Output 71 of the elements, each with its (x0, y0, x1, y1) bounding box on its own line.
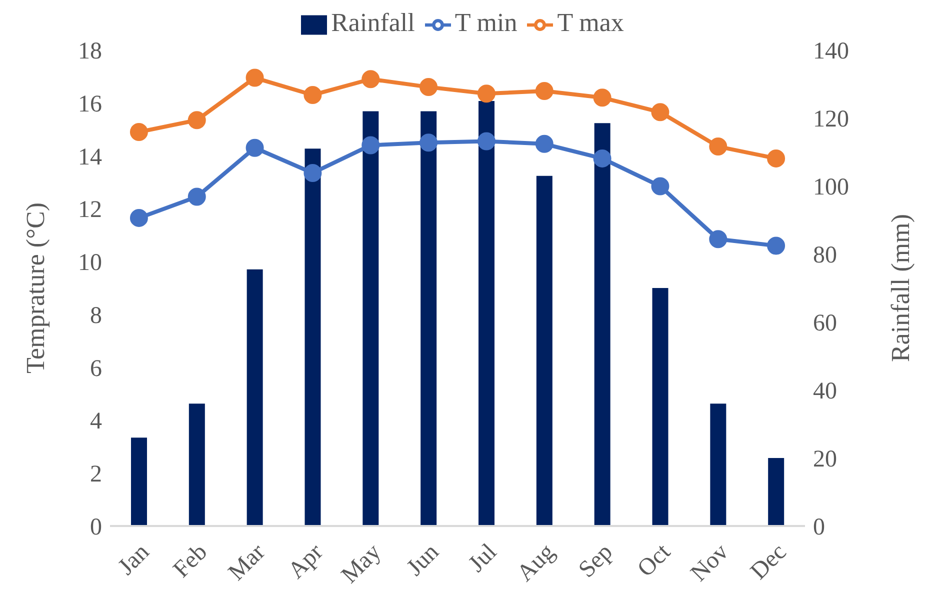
x-tick-label: Jun (402, 539, 444, 582)
legend-label: T max (557, 8, 624, 37)
y2-tick-label: 60 (813, 310, 837, 337)
x-tick-label: May (336, 539, 386, 589)
y-tick-label: 4 (90, 408, 102, 435)
y2-tick-label: 100 (813, 174, 849, 201)
y2-tick-label: 140 (813, 38, 849, 65)
point (535, 82, 554, 100)
y2-tick-label: 20 (813, 446, 837, 473)
bar (420, 111, 437, 526)
x-tick-label: Sep (574, 539, 618, 584)
bar (246, 269, 263, 526)
y-tick-label: 10 (78, 250, 102, 276)
point (420, 134, 438, 152)
bar (536, 176, 552, 526)
point (304, 86, 322, 104)
x-tick-label: Apr (283, 539, 328, 584)
bar (478, 101, 494, 526)
x-tick-label: Jan (114, 539, 155, 580)
point (767, 236, 786, 255)
x-tick-label: Feb (168, 539, 212, 584)
point (593, 88, 612, 107)
legend-label: Rainfall (331, 8, 415, 37)
x-tick-label: Oct (632, 538, 676, 582)
point (593, 149, 612, 168)
y2-tick-label: 40 (813, 378, 837, 405)
y2-tick-label: 80 (813, 242, 837, 269)
bar (188, 404, 205, 526)
y-tick-label: 12 (78, 197, 102, 224)
bar (710, 404, 726, 526)
point (709, 230, 728, 248)
x-tick-label: Mar (224, 539, 270, 586)
y2-tick-label: 120 (813, 106, 849, 133)
y-tick-label: 8 (90, 302, 102, 329)
y-tick-label: 6 (90, 356, 102, 382)
point (709, 138, 728, 156)
bar (652, 288, 668, 526)
x-tick-label: Nov (686, 539, 734, 587)
y-tick-label: 0 (90, 514, 102, 541)
point (767, 149, 786, 168)
point (535, 134, 554, 153)
legend-label: T min (454, 8, 518, 37)
point (362, 136, 380, 154)
bar (304, 148, 321, 526)
y2-axis-title: Rainfall (mm) (886, 214, 916, 362)
point (246, 138, 264, 157)
point (651, 103, 670, 122)
bar (362, 111, 379, 526)
point (246, 68, 264, 87)
x-tick-label: Aug (512, 539, 560, 587)
bar (594, 123, 610, 526)
point (420, 78, 438, 96)
point (651, 177, 670, 196)
point (304, 164, 322, 182)
point (188, 111, 206, 130)
point (477, 84, 496, 103)
bar (768, 458, 784, 526)
point (130, 123, 148, 142)
point (362, 70, 380, 88)
y-tick-label: 16 (78, 91, 102, 118)
x-tick-label: Dec (746, 539, 792, 585)
point (188, 188, 206, 206)
y-tick-label: 14 (78, 144, 102, 170)
y-tick-label: 2 (90, 462, 102, 488)
x-tick-label: Jul (464, 538, 502, 578)
y-tick-label: 18 (78, 38, 102, 65)
y-axis-title: Temprature (°C) (21, 202, 50, 374)
point (130, 208, 148, 227)
y2-tick-label: 0 (813, 514, 825, 541)
bar (131, 438, 147, 526)
point (477, 132, 496, 150)
